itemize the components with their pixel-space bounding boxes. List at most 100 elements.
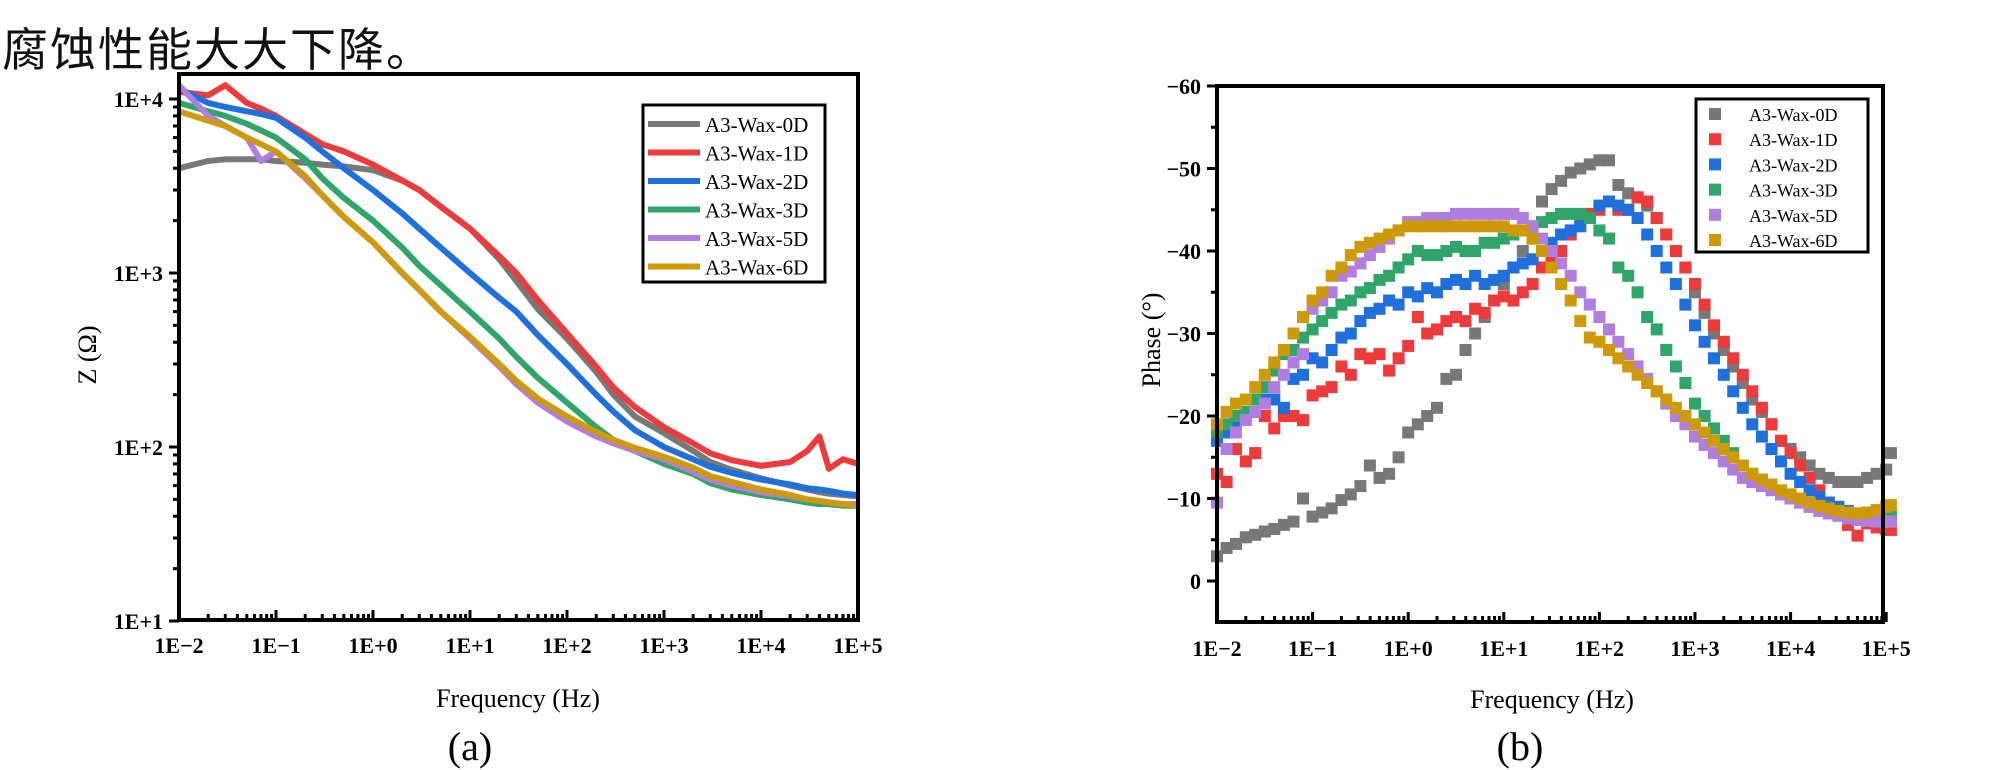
data-point <box>1373 471 1386 484</box>
data-point <box>1306 389 1319 402</box>
data-point <box>1574 286 1587 299</box>
data-point <box>1536 195 1548 208</box>
legend: A3-Wax-0D A3-Wax-1D A3-Wax-2D A3-Wax-3D A3-W… <box>641 103 827 284</box>
data-point <box>1583 331 1596 344</box>
data-point <box>1555 257 1568 270</box>
data-point <box>1526 278 1539 290</box>
x-tick-label: 1E−1 <box>251 633 300 658</box>
data-point <box>1411 418 1424 431</box>
data-point <box>1679 261 1692 274</box>
data-point <box>1516 224 1529 237</box>
data-point <box>1622 203 1635 216</box>
data-point <box>1354 240 1367 253</box>
data-point <box>1239 393 1252 406</box>
data-point <box>1249 447 1262 460</box>
data-point <box>1870 467 1883 480</box>
data-point <box>1689 418 1701 431</box>
data-point <box>1650 323 1663 336</box>
data-point <box>1689 397 1701 410</box>
data-point <box>1258 410 1271 422</box>
data-point <box>1507 207 1520 220</box>
data-point <box>1727 463 1740 476</box>
data-point <box>1870 515 1883 528</box>
series-line-a3-wax-2d <box>179 85 858 499</box>
data-point <box>1335 261 1348 274</box>
axis-ticks: 1E−2 1E−1 1E+0 1E+1 1E+2 1E+3 1E+4 1E+5 −60 −50 −4… <box>1166 74 1910 661</box>
data-point <box>1794 492 1807 505</box>
data-point <box>1698 410 1711 422</box>
legend-swatch <box>1709 183 1721 196</box>
data-point <box>1316 385 1329 398</box>
data-point <box>1268 393 1281 406</box>
data-point <box>1363 459 1376 472</box>
legend-label: A3-Wax-1D <box>705 142 808 166</box>
data-point <box>1689 278 1701 290</box>
data-point <box>1593 154 1606 167</box>
legend-box <box>1694 97 1870 254</box>
data-point <box>1564 207 1577 220</box>
data-point <box>1736 471 1749 484</box>
data-point <box>1526 253 1539 266</box>
data-point <box>1277 518 1290 531</box>
data-point <box>1249 393 1262 406</box>
data-point <box>1363 352 1376 365</box>
data-point <box>1373 273 1386 286</box>
data-point <box>1698 298 1711 311</box>
data-point <box>1411 220 1424 233</box>
data-point <box>1258 525 1271 538</box>
data-point <box>1679 377 1692 389</box>
data-point <box>1335 494 1348 507</box>
data-point <box>1516 257 1529 270</box>
data-point <box>1497 232 1510 245</box>
data-point <box>1402 339 1415 352</box>
data-point <box>1431 401 1443 414</box>
y-tick-label: −20 <box>1166 404 1201 429</box>
y-tick-label: −40 <box>1166 239 1201 264</box>
data-point <box>1775 484 1787 497</box>
data-point <box>1392 261 1405 274</box>
data-point <box>1306 352 1319 365</box>
data-point <box>1784 447 1797 460</box>
data-point <box>1287 515 1300 528</box>
data-point <box>1736 401 1749 414</box>
data-point <box>1564 269 1577 282</box>
data-point <box>1402 286 1415 299</box>
magnitude-series-group <box>179 82 858 509</box>
legend-box <box>641 103 827 284</box>
data-point <box>1354 315 1367 328</box>
data-point <box>1746 467 1759 480</box>
legend-label: A3-Wax-1D <box>1749 130 1838 150</box>
data-point <box>1612 261 1625 274</box>
data-point <box>1392 352 1405 365</box>
data-point <box>1469 327 1482 340</box>
data-point <box>1258 397 1271 410</box>
x-tick-label: 1E+2 <box>542 633 591 658</box>
y-tick-label: −50 <box>1166 157 1201 182</box>
data-point <box>1641 195 1654 208</box>
legend-label: A3-Wax-3D <box>705 199 808 223</box>
data-point <box>1354 348 1367 361</box>
data-point <box>1488 236 1501 249</box>
data-point <box>1402 426 1415 439</box>
data-point <box>1593 335 1606 348</box>
data-point <box>1277 344 1290 356</box>
data-point <box>1392 298 1405 311</box>
data-point <box>1564 166 1577 179</box>
x-tick-label: 1E+5 <box>1862 636 1911 661</box>
data-point <box>1822 502 1835 515</box>
data-point <box>1488 273 1501 286</box>
y-tick-label: −30 <box>1166 322 1201 347</box>
data-point <box>1431 249 1443 262</box>
data-point <box>1813 499 1826 512</box>
data-point <box>1335 331 1348 344</box>
data-point <box>1354 286 1367 299</box>
data-point <box>1469 302 1482 315</box>
data-point <box>1297 368 1309 381</box>
data-point <box>1717 443 1730 455</box>
data-point <box>1669 278 1682 290</box>
data-point <box>1669 360 1682 373</box>
data-point <box>1325 381 1338 394</box>
data-point <box>1277 401 1290 414</box>
data-point <box>1574 207 1587 220</box>
data-point <box>1287 410 1300 422</box>
